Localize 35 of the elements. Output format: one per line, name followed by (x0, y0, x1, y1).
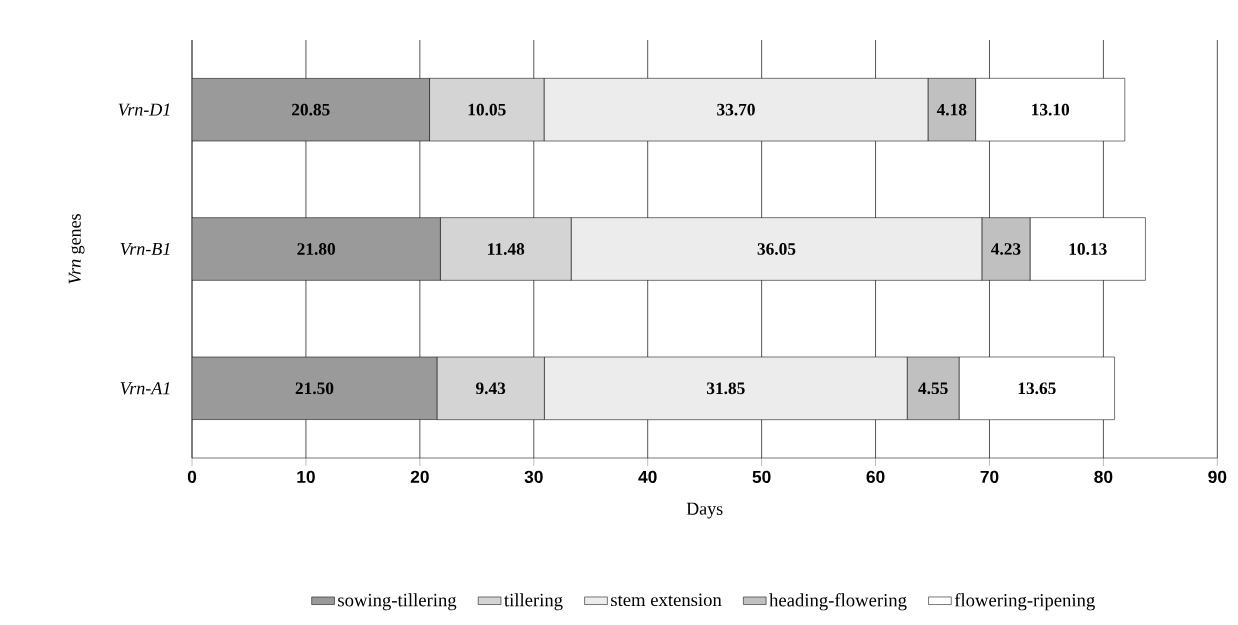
data-label: 10.13 (1069, 243, 1107, 255)
x-tick-label: 70 (980, 470, 999, 483)
legend-label: heading-flowering (769, 593, 907, 611)
data-label: 4.55 (918, 382, 948, 395)
x-tick-label: 50 (752, 470, 771, 483)
legend-label: tillering (504, 593, 563, 611)
data-label: 13.10 (1032, 103, 1070, 116)
x-tick-label: 40 (638, 470, 657, 483)
data-label: 21.80 (297, 243, 336, 255)
data-label: 4.23 (991, 243, 1021, 255)
x-tick-label: 20 (410, 470, 429, 483)
x-axis-title: Days (686, 502, 723, 519)
y-tick-label: Vrn-D1 (118, 103, 170, 116)
y-axis-title: Vrn genes (68, 214, 85, 284)
x-tick-label: 10 (297, 470, 315, 483)
data-label: 10.05 (468, 103, 506, 116)
x-tick-label: 80 (1094, 470, 1113, 483)
data-label: 36.05 (757, 243, 796, 255)
data-label: 13.65 (1018, 382, 1056, 395)
legend-label: flowering-ripening (954, 593, 1095, 611)
data-label: 11.48 (488, 243, 525, 255)
data-label: 20.85 (292, 103, 330, 116)
data-label: 4.18 (936, 103, 967, 116)
data-label: 31.85 (706, 382, 745, 395)
x-tick-label: 0 (187, 470, 197, 483)
x-tick-label: 60 (866, 470, 885, 483)
data-label: 9.43 (475, 382, 506, 395)
data-label: 33.70 (717, 103, 755, 116)
x-tick-label: 30 (524, 470, 543, 484)
y-tick-label: Vrn-A1 (120, 382, 170, 395)
legend-label: stem extension (611, 593, 722, 607)
legend-label: sowing-tillering (338, 593, 457, 611)
y-tick-label: Vrn-B1 (120, 242, 170, 256)
x-tick-label: 90 (1208, 470, 1227, 483)
data-label: 21.50 (295, 382, 334, 395)
